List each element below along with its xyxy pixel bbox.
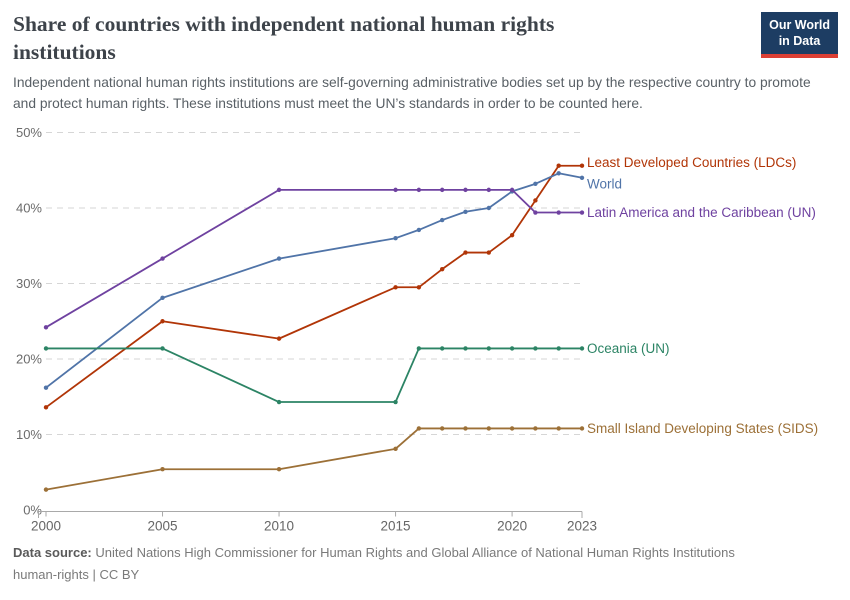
series-point-latin-america-and-the-caribbean-un-2022[interactable] [556, 210, 561, 215]
series-point-oceania-un-2017[interactable] [439, 346, 445, 351]
data-source-text: United Nations High Commissioner for Hum… [95, 545, 735, 560]
series-point-oceania-un-2022[interactable] [556, 346, 561, 351]
series-point-latin-america-and-the-caribbean-un-2005[interactable] [160, 256, 165, 261]
chart-subtitle: Independent national human rights instit… [13, 75, 811, 111]
x-axis-label-2023: 2023 [567, 519, 597, 534]
series-point-small-island-developing-states-sids-2021[interactable] [533, 426, 538, 431]
series-point-latin-america-and-the-caribbean-un-2000[interactable] [43, 325, 49, 330]
series-label-latin-america-and-the-caribbean-un[interactable]: Latin America and the Caribbean (UN) [587, 205, 816, 220]
series-point-oceania-un-2021[interactable] [533, 346, 538, 351]
x-axis-label-2020: 2020 [497, 519, 527, 534]
series-point-least-developed-countries-ldcs-2020[interactable] [509, 232, 515, 238]
chart-footer: Data source: United Nations High Commiss… [13, 542, 843, 586]
y-axis-label-40%: 40% [16, 201, 42, 216]
x-axis-label-2005: 2005 [147, 519, 177, 534]
series-point-small-island-developing-states-sids-2016[interactable] [416, 426, 422, 431]
series-point-small-island-developing-states-sids-2019[interactable] [486, 426, 491, 431]
series-point-least-developed-countries-ldcs-2016[interactable] [416, 285, 422, 290]
series-point-world-2023[interactable] [579, 175, 585, 180]
series-point-latin-america-and-the-caribbean-un-2010[interactable] [276, 187, 282, 193]
series-point-oceania-un-2020[interactable] [509, 346, 515, 351]
series-point-latin-america-and-the-caribbean-un-2019[interactable] [486, 187, 491, 193]
series-point-least-developed-countries-ldcs-2023[interactable] [579, 163, 585, 168]
x-axis-label-2015: 2015 [381, 519, 411, 534]
series-point-oceania-un-2010[interactable] [276, 399, 282, 405]
series-point-world-2016[interactable] [416, 227, 422, 233]
y-axis-label-50%: 50% [16, 125, 42, 140]
series-point-latin-america-and-the-caribbean-un-2017[interactable] [439, 187, 445, 193]
series-point-least-developed-countries-ldcs-2010[interactable] [276, 336, 282, 341]
series-point-world-2017[interactable] [439, 217, 445, 223]
series-point-world-2022[interactable] [556, 171, 561, 176]
series-label-small-island-developing-states-sids[interactable]: Small Island Developing States (SIDS) [587, 421, 818, 436]
owid-logo-line1: Our World [769, 18, 830, 32]
data-source-label: Data source: [13, 545, 92, 560]
series-point-small-island-developing-states-sids-2000[interactable] [43, 487, 49, 492]
series-point-world-2019[interactable] [486, 205, 491, 211]
series-label-world[interactable]: World [587, 176, 622, 191]
series-line-world[interactable] [45, 172, 583, 389]
y-axis-label-0%: 0% [23, 503, 42, 518]
series-point-least-developed-countries-ldcs-2021[interactable] [533, 198, 538, 203]
series-point-small-island-developing-states-sids-2023[interactable] [579, 426, 585, 431]
series-point-oceania-un-2000[interactable] [43, 346, 49, 351]
owid-logo[interactable]: Our World in Data [761, 12, 838, 58]
series-point-small-island-developing-states-sids-2010[interactable] [276, 467, 282, 472]
series-point-small-island-developing-states-sids-2020[interactable] [509, 426, 515, 431]
series-point-least-developed-countries-ldcs-2019[interactable] [486, 250, 491, 255]
series-label-oceania-un[interactable]: Oceania (UN) [587, 341, 670, 356]
series-point-small-island-developing-states-sids-2018[interactable] [463, 426, 468, 431]
series-point-latin-america-and-the-caribbean-un-2016[interactable] [416, 187, 422, 193]
series-point-oceania-un-2023[interactable] [579, 346, 585, 351]
owid-logo-line2: in Data [778, 34, 821, 49]
series-point-least-developed-countries-ldcs-2005[interactable] [160, 319, 165, 324]
series-line-oceania-un[interactable] [45, 347, 583, 403]
series-point-latin-america-and-the-caribbean-un-2020[interactable] [509, 187, 515, 193]
x-axis-label-2010: 2010 [264, 519, 294, 534]
series-point-oceania-un-2005[interactable] [160, 346, 165, 351]
series-point-latin-america-and-the-caribbean-un-2021[interactable] [533, 210, 538, 215]
series-label-least-developed-countries-ldcs[interactable]: Least Developed Countries (LDCs) [587, 155, 796, 170]
series-point-world-2015[interactable] [393, 236, 398, 241]
series-point-small-island-developing-states-sids-2022[interactable] [556, 426, 561, 431]
series-point-least-developed-countries-ldcs-2000[interactable] [43, 405, 49, 410]
series-point-oceania-un-2015[interactable] [393, 399, 398, 405]
series-point-small-island-developing-states-sids-2017[interactable] [439, 426, 445, 431]
series-point-small-island-developing-states-sids-2015[interactable] [393, 446, 398, 452]
series-point-small-island-developing-states-sids-2005[interactable] [160, 467, 165, 472]
x-axis-label-2000: 2000 [31, 519, 61, 534]
series-point-world-2005[interactable] [160, 295, 165, 301]
chart-title: Share of countries with independent nati… [13, 12, 555, 65]
series-point-least-developed-countries-ldcs-2018[interactable] [463, 250, 468, 255]
series-point-oceania-un-2018[interactable] [463, 346, 468, 351]
series-point-least-developed-countries-ldcs-2017[interactable] [439, 266, 445, 272]
series-line-latin-america-and-the-caribbean-un[interactable] [45, 188, 583, 329]
series-point-world-2000[interactable] [43, 385, 49, 390]
series-point-oceania-un-2016[interactable] [416, 346, 422, 351]
series-line-least-developed-countries-ldcs[interactable] [45, 164, 583, 409]
y-axis-label-30%: 30% [16, 276, 42, 291]
y-axis-label-10%: 10% [16, 427, 42, 442]
y-axis-label-20%: 20% [16, 352, 42, 367]
series-point-oceania-un-2019[interactable] [486, 346, 491, 351]
series-point-world-2021[interactable] [533, 181, 538, 187]
footer-note[interactable]: human-rights | CC BY [13, 567, 140, 583]
series-point-latin-america-and-the-caribbean-un-2015[interactable] [393, 187, 398, 193]
series-point-world-2010[interactable] [276, 256, 282, 261]
series-point-least-developed-countries-ldcs-2022[interactable] [556, 163, 561, 168]
series-point-latin-america-and-the-caribbean-un-2023[interactable] [579, 210, 585, 215]
series-point-latin-america-and-the-caribbean-un-2018[interactable] [463, 187, 468, 193]
series-point-least-developed-countries-ldcs-2015[interactable] [393, 285, 398, 290]
series-point-world-2018[interactable] [463, 209, 468, 214]
series-line-small-island-developing-states-sids[interactable] [45, 427, 583, 491]
